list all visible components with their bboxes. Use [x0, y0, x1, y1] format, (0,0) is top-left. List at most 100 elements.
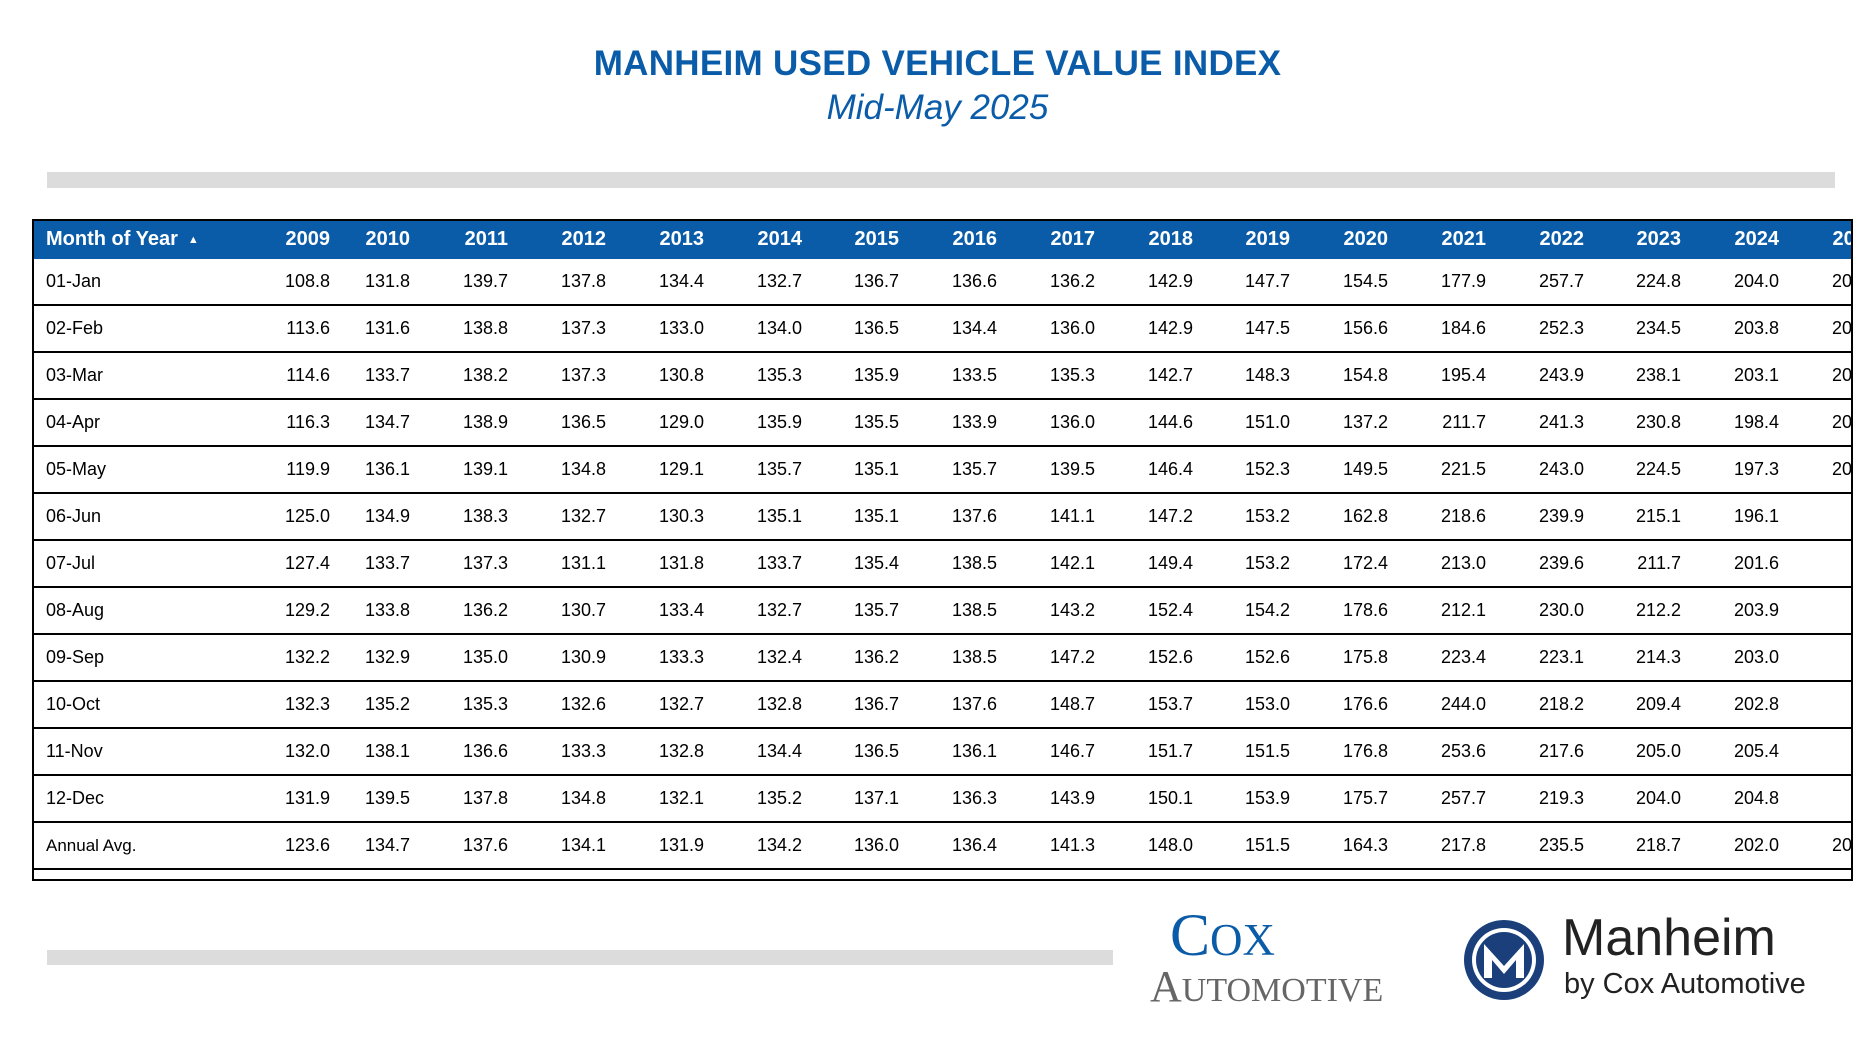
column-header-year[interactable]: 2014 [712, 221, 810, 259]
table-cell: 244.0 [1396, 681, 1494, 729]
table-row: 04-Apr 116.3 134.7 138.9 136.5 129.0 135.9 135.… [34, 399, 1851, 447]
table-header-row: Month of Year ▲ 2009 2010 2011 2012 2013 2014 2… [34, 221, 1851, 259]
table-cell: 151.7 [1103, 728, 1201, 776]
column-header-year[interactable]: 2019 [1201, 221, 1298, 259]
table-cell: 127.4 [232, 540, 338, 588]
table-cell: 147.2 [1103, 493, 1201, 541]
row-label: 10-Oct [34, 681, 232, 729]
row-label: 08-Aug [34, 587, 232, 635]
column-header-year[interactable]: 2009 [232, 221, 338, 259]
table-cell: 175.7 [1298, 775, 1396, 823]
table-cell: 133.8 [338, 587, 418, 635]
table-cell: 132.7 [712, 587, 810, 635]
column-header-year[interactable]: 2018 [1103, 221, 1201, 259]
index-table-container: Month of Year ▲ 2009 2010 2011 2012 2013 2014 2… [32, 219, 1853, 881]
column-header-year[interactable]: 2011 [418, 221, 516, 259]
bottom-divider-bar [47, 950, 1113, 965]
empty-row [34, 869, 1851, 879]
table-cell: 136.6 [907, 259, 1005, 306]
table-cell: 213.0 [1396, 540, 1494, 588]
table-cell: 132.9 [338, 634, 418, 682]
column-header-month-label: Month of Year [46, 227, 178, 250]
table-cell: 138.5 [907, 634, 1005, 682]
table-cell: 230.0 [1494, 587, 1592, 635]
column-header-year[interactable]: 2013 [614, 221, 712, 259]
table-cell: 219.3 [1494, 775, 1592, 823]
table-row: 07-Jul 127.4 133.7 137.3 131.1 131.8 133.7 135.… [34, 540, 1851, 588]
sort-ascending-icon[interactable]: ▲ [187, 233, 199, 246]
table-row: 01-Jan 108.8 131.8 139.7 137.8 134.4 132.7 136.… [34, 259, 1851, 306]
table-cell: 129.1 [614, 446, 712, 494]
table-cell: 136.5 [810, 728, 907, 776]
table-cell: 131.1 [516, 540, 614, 588]
table-cell: 134.4 [614, 259, 712, 306]
table-cell: 137.6 [907, 681, 1005, 729]
table-cell: 211.7 [1592, 540, 1689, 588]
table-cell: 133.7 [338, 540, 418, 588]
column-header-year[interactable]: 2010 [338, 221, 418, 259]
table-row: 09-Sep 132.2 132.9 135.0 130.9 133.3 132.4 136.… [34, 634, 1851, 682]
table-cell: 137.8 [516, 259, 614, 306]
column-header-year[interactable]: 2016 [907, 221, 1005, 259]
table-cell: 136.3 [907, 775, 1005, 823]
column-header-month[interactable]: Month of Year ▲ [34, 221, 232, 259]
table-cell: 132.8 [712, 681, 810, 729]
table-cell: 239.9 [1494, 493, 1592, 541]
table-cell: 162.8 [1298, 493, 1396, 541]
table-cell: 135.0 [418, 634, 516, 682]
index-table: Month of Year ▲ 2009 2010 2011 2012 2013 2014 2… [34, 221, 1851, 879]
table-cell: 130.8 [614, 352, 712, 400]
table-cell: 178.6 [1298, 587, 1396, 635]
column-header-year[interactable]: 2025 [1787, 221, 1851, 259]
table-cell: 184.6 [1396, 305, 1494, 353]
column-header-year[interactable]: 2015 [810, 221, 907, 259]
table-cell: 136.1 [907, 728, 1005, 776]
table-cell: 137.2 [1298, 399, 1396, 447]
column-header-year[interactable]: 2024 [1689, 221, 1787, 259]
column-header-year[interactable]: 2022 [1494, 221, 1592, 259]
table-cell: 135.1 [810, 493, 907, 541]
table-cell: 239.6 [1494, 540, 1592, 588]
empty-cell [34, 869, 1851, 879]
table-cell: 143.2 [1005, 587, 1103, 635]
table-cell: 144.6 [1103, 399, 1201, 447]
cox-logo-word: COX [1170, 902, 1276, 968]
table-cell: 135.7 [712, 446, 810, 494]
table-row: Annual Avg. 123.6 134.7 137.6 134.1 131.9 134.… [34, 822, 1851, 870]
table-cell: 238.1 [1592, 352, 1689, 400]
table-cell: 201.6 [1689, 540, 1787, 588]
table-cell: 149.5 [1298, 446, 1396, 494]
table-cell: 137.8 [418, 775, 516, 823]
table-cell: 137.3 [516, 352, 614, 400]
table-cell: 132.3 [232, 681, 338, 729]
table-row: 03-Mar 114.6 133.7 138.2 137.3 130.8 135.3 135.… [34, 352, 1851, 400]
table-cell: 133.7 [712, 540, 810, 588]
table-cell: 204.0 [1689, 259, 1787, 306]
table-cell: 142.9 [1103, 259, 1201, 306]
column-header-year[interactable]: 2012 [516, 221, 614, 259]
table-cell: 154.2 [1201, 587, 1298, 635]
table-cell: 138.5 [907, 540, 1005, 588]
column-header-year[interactable]: 2020 [1298, 221, 1396, 259]
row-label: 06-Jun [34, 493, 232, 541]
table-cell: 234.5 [1592, 305, 1689, 353]
table-cell: 153.7 [1103, 681, 1201, 729]
table-cell: 218.7 [1592, 822, 1689, 870]
table-cell: 136.0 [810, 822, 907, 870]
top-divider-bar [47, 172, 1835, 188]
table-cell: 133.0 [614, 305, 712, 353]
column-header-year[interactable]: 2023 [1592, 221, 1689, 259]
row-label: 03-Mar [34, 352, 232, 400]
table-cell: 147.7 [1201, 259, 1298, 306]
table-cell: 142.1 [1005, 540, 1103, 588]
table-cell: 135.7 [810, 587, 907, 635]
table-cell: 203.1 [1689, 352, 1787, 400]
column-header-year[interactable]: 2017 [1005, 221, 1103, 259]
column-header-year[interactable]: 2021 [1396, 221, 1494, 259]
table-cell: 132.8 [614, 728, 712, 776]
table-cell: 209.4 [1592, 681, 1689, 729]
table-cell: 257.7 [1396, 775, 1494, 823]
table-cell: 135.2 [338, 681, 418, 729]
table-cell: 205.3 [1787, 822, 1851, 870]
table-cell: 136.5 [516, 399, 614, 447]
